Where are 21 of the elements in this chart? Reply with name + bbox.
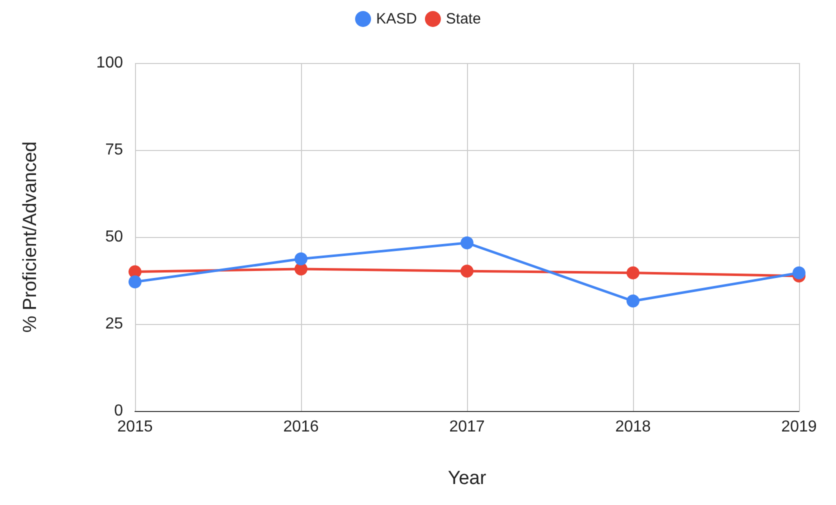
x-tick-label: 2016 bbox=[283, 418, 319, 436]
point bbox=[626, 294, 640, 308]
y-tick-label: 50 bbox=[105, 228, 124, 246]
x-tick-label: 2019 bbox=[781, 418, 817, 436]
x-tick-label: 2017 bbox=[449, 418, 485, 436]
y-axis-title: % Proficient/Advanced bbox=[20, 141, 41, 333]
point bbox=[792, 266, 806, 280]
x-tick-label: 2015 bbox=[117, 418, 153, 436]
legend-label: State bbox=[446, 10, 481, 28]
point bbox=[460, 236, 474, 250]
y-tick-label: 75 bbox=[105, 142, 124, 158]
y-tick-label: 100 bbox=[96, 54, 124, 72]
x-axis-title: Year bbox=[448, 468, 487, 489]
point bbox=[460, 264, 474, 278]
point bbox=[626, 266, 640, 280]
y-tick-label: 0 bbox=[114, 402, 124, 420]
legend-label: KASD bbox=[376, 10, 418, 28]
point bbox=[128, 275, 142, 288]
point bbox=[294, 252, 308, 266]
x-tick-label: 2018 bbox=[615, 418, 651, 436]
y-tick-label: 25 bbox=[105, 316, 124, 332]
